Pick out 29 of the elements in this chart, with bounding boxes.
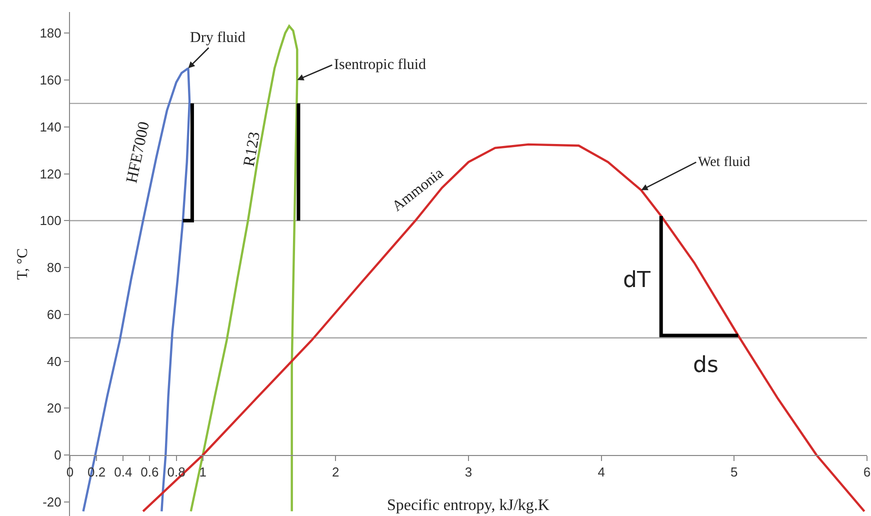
x-tick-label: 3 [464,464,472,480]
y-tick-label: 80 [46,260,62,276]
x-tick-label: 0.4 [114,464,132,480]
y-tick-label: 180 [40,26,62,41]
annotation: dT [623,268,651,293]
x-tick-label: 2 [332,464,340,480]
annotation: Isentropic fluid [334,57,427,73]
x-tick-label: 0.6 [140,464,159,480]
annotation: Dry fluid [190,30,246,46]
x-tick-label: 0.8 [167,464,186,480]
annotation: HFE7000 [124,120,154,185]
y-tick-label: 100 [40,213,62,228]
annotation: Wet fluid [698,155,750,170]
y-tick-label: 20 [46,400,62,416]
y-tick-label: 140 [40,119,62,134]
y-tick-label: 40 [46,354,62,369]
annotation: R123 [240,130,264,168]
x-axis-title: Specific entropy, kJ/kg.K [387,497,550,514]
y-tick-label: 60 [46,306,62,322]
y-tick-label: 160 [40,72,62,88]
x-tick-label: 5 [730,464,738,480]
y-tick-label: 120 [40,166,62,182]
x-tick-label: 6 [863,464,871,480]
x-tick-label: 4 [598,464,605,480]
y-tick-label: 0 [54,448,62,463]
x-tick-label: 1 [199,464,206,480]
y-axis-title: T, °C [14,248,31,280]
y-tick-label: -20 [42,494,62,510]
annotation: ds [693,353,718,378]
